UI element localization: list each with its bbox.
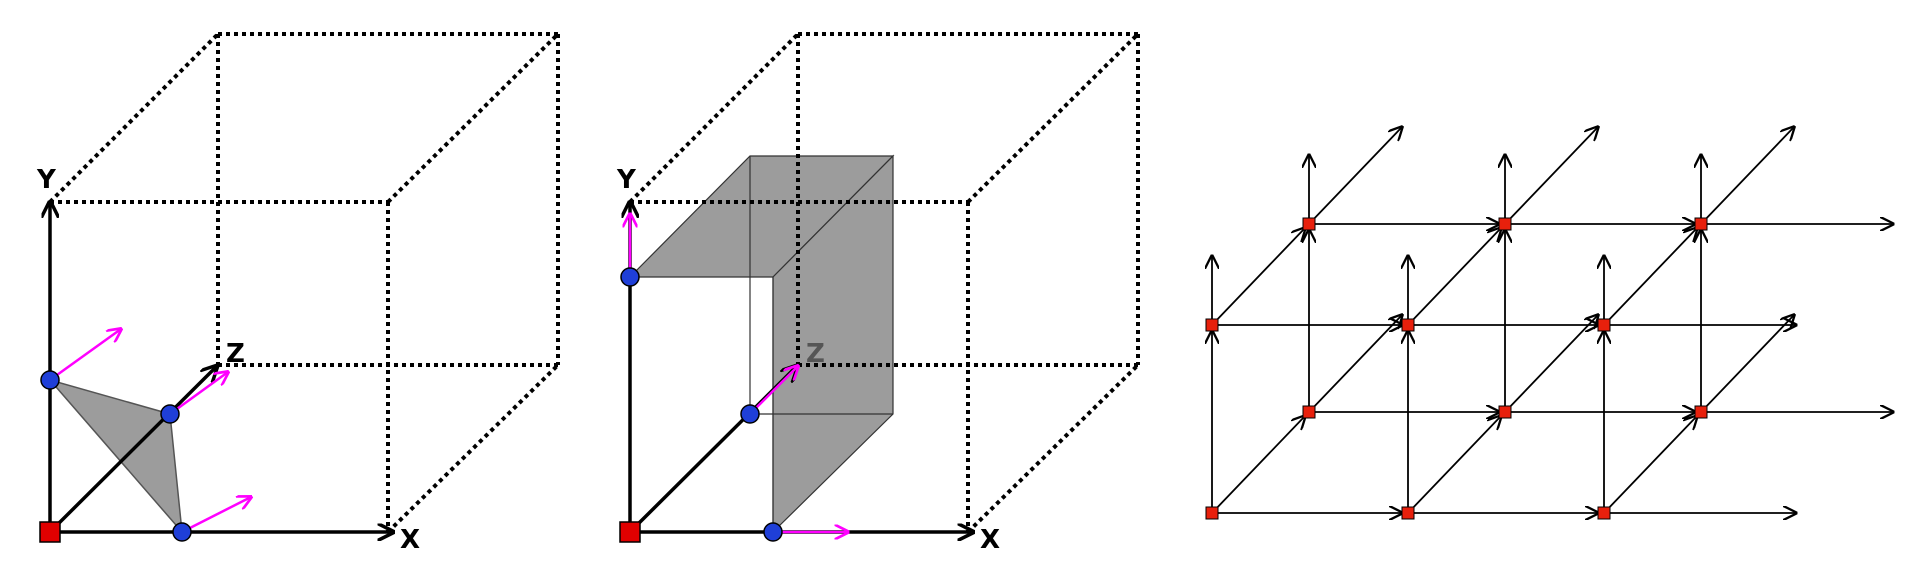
x-axis-label: X (400, 525, 420, 555)
lattice-node-marker (1694, 217, 1708, 231)
lattice-panel (1206, 127, 1893, 519)
z-axis (48, 366, 217, 534)
lattice-node-marker (1302, 217, 1316, 231)
lattice-z-arrow (1211, 416, 1305, 514)
lattice-node-marker (1498, 217, 1512, 231)
vertex-marker (40, 370, 60, 390)
axes (50, 202, 393, 532)
dotted-cube (48, 32, 560, 534)
normal-arrow (749, 366, 798, 415)
cube-edge (386, 363, 560, 534)
lattice-z-arrow (1504, 315, 1598, 413)
normal-arrow (169, 372, 228, 416)
lattice-node-marker (1401, 506, 1415, 520)
y-axis-label: Y (616, 165, 637, 195)
lattice-z-arrow (1308, 315, 1402, 413)
z-axis-label: Z (806, 339, 825, 369)
lattice-z-arrow (1504, 127, 1598, 225)
cube-edge (966, 32, 1140, 204)
lattice-z-arrow (1700, 127, 1794, 225)
lattice-z-arrow (1211, 228, 1305, 326)
z-axis-label: Z (226, 339, 245, 369)
slab-panel: X Y Z (616, 32, 1140, 555)
dotted-cube (628, 32, 1140, 534)
lattice-z-arrow (1603, 416, 1697, 514)
vertex-marker (620, 267, 640, 287)
lattice-z-arrow (1407, 416, 1501, 514)
lattice-node-marker (1401, 318, 1415, 332)
triangle-panel: X Y Z (36, 32, 560, 555)
normal-arrows (49, 329, 251, 534)
y-axis-label: Y (36, 165, 57, 195)
cube-edge (386, 32, 560, 204)
lattice-node-marker (1597, 506, 1611, 520)
vertex-marker (172, 522, 192, 542)
vertex-marker (763, 522, 783, 542)
normal-arrow (49, 329, 121, 382)
normal-arrow (181, 497, 251, 534)
lattice-z-arrow (1407, 228, 1501, 326)
vertex-marker (160, 404, 180, 424)
lattice-node-marker (1498, 405, 1512, 419)
cube-edge (48, 32, 220, 204)
shaded-triangle (47, 378, 183, 535)
normal-arrows (630, 214, 848, 532)
lattice-node-marker (1597, 318, 1611, 332)
origin-marker (619, 521, 641, 543)
vertex-marker (740, 404, 760, 424)
cube-edge (966, 363, 1140, 534)
lattice-z-arrow (1700, 315, 1794, 413)
x-axis-label: X (980, 525, 1000, 555)
lattice-node-marker (1694, 405, 1708, 419)
lattice-node-marker (1302, 405, 1316, 419)
lattice-node-marker (1205, 506, 1219, 520)
lattice-z-arrow (1308, 127, 1402, 225)
shaded-slab (628, 154, 895, 534)
lattice-node-marker (1205, 318, 1219, 332)
origin-marker (39, 521, 61, 543)
lattice-z-arrow (1603, 228, 1697, 326)
